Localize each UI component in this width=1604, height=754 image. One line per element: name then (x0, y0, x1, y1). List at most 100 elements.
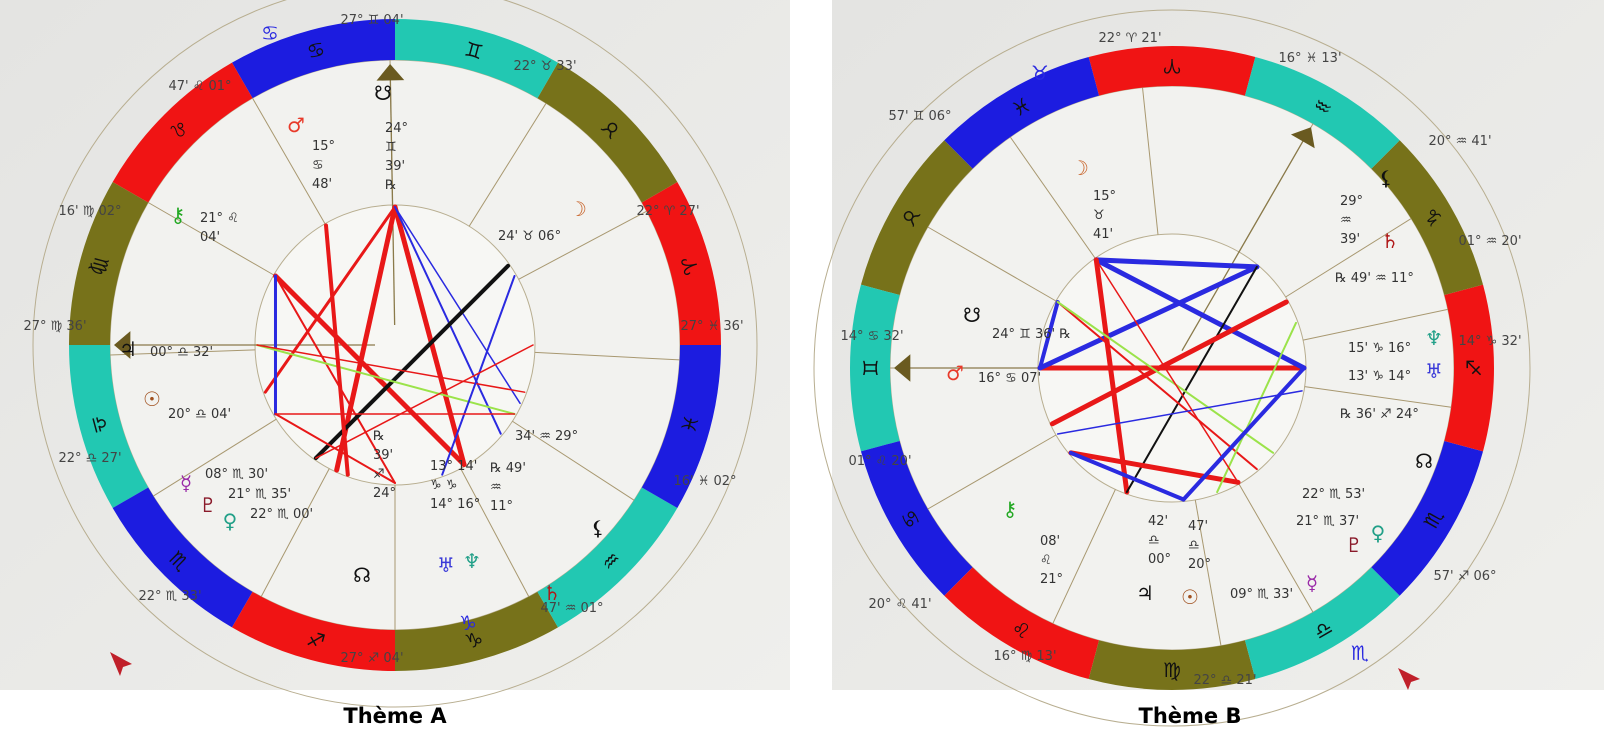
zodiac-segment (537, 62, 678, 203)
planet-glyph-icon: ♃ (119, 337, 137, 361)
house-cusp-line (534, 351, 680, 361)
planet-position-label: 00° ♎ 32' (150, 345, 213, 360)
house-cusp-line (512, 420, 635, 501)
zodiac-sign-glyph: ♊ (462, 36, 486, 64)
planet-glyph-icon: ☋ (963, 303, 981, 327)
planet-glyph-icon: ♅ (1425, 359, 1443, 383)
planet-glyph-icon: ♇ (199, 493, 217, 517)
house-cusp-label: 27° ♓ 36' (680, 319, 743, 334)
planet-position-label: ♎ (1188, 538, 1200, 553)
aspect-line (1068, 450, 1186, 502)
zodiac-sign-glyph: ♐ (1462, 359, 1486, 377)
aspect-line (394, 206, 502, 435)
axis-arrow-icon (376, 64, 405, 81)
aspect-line (1216, 321, 1298, 494)
planet-position-label: 20° ♎ 04' (168, 407, 231, 422)
outer-circle (32, 0, 758, 708)
planet-position-label: 13° 14' (430, 459, 477, 474)
zodiac-segment (860, 440, 973, 596)
planet-position-label: ♑ ♑ (430, 478, 457, 493)
zodiac-sign-glyph: ♓ (676, 412, 704, 436)
planet-position-label: 24° (373, 486, 396, 501)
aspect-line (1068, 450, 1241, 485)
house-cusp-label: 16° ♍ 13' (993, 649, 1056, 664)
house-cusp-line (518, 210, 647, 280)
house-cusp-line (153, 418, 277, 497)
aspect-line (1038, 300, 1060, 370)
planet-glyph-icon: ♃ (1136, 581, 1154, 605)
house-cusp-line (1285, 218, 1412, 298)
planet-position-label: ℞ 49' (490, 461, 526, 476)
house-cusp-label: 22° ♎ 27' (58, 451, 121, 466)
aspect-line (313, 263, 511, 461)
planet-glyph-icon: ♂ (946, 361, 964, 385)
axis-arrow-icon (114, 331, 131, 359)
aspect-line (1049, 299, 1289, 427)
planet-position-label: 21° (1040, 572, 1063, 587)
planet-position-label: 42' (1148, 514, 1168, 529)
planet-position-label: ♋ (312, 158, 324, 173)
planet-glyph-icon: ⚷ (171, 203, 186, 227)
planet-position-label: ℞ (385, 178, 397, 193)
planet-glyph-icon: ☉ (143, 387, 161, 411)
zodiac-segment (232, 19, 395, 99)
zodiac-segment (1088, 640, 1256, 690)
house-cusp-label: 01° ♒ 20' (1458, 234, 1521, 249)
house-cusp-label: 14° ♋ 32' (840, 329, 903, 344)
planet-position-label: 39' (385, 159, 405, 174)
house-cusp-label: 27° ♐ 04' (340, 651, 403, 666)
house-cusp-label: 47' ♒ 01° (540, 601, 603, 616)
aspect-line (315, 344, 534, 459)
planet-glyph-icon: ⚷ (1003, 497, 1018, 521)
planet-position-label: 29° (1340, 194, 1363, 209)
aspect-line (1093, 257, 1130, 495)
house-cusp-line (927, 226, 1057, 302)
planet-position-label: 24° (385, 121, 408, 136)
planet-position-label: 48' (312, 177, 332, 192)
zodiac-segment (1244, 567, 1400, 680)
zodiac-segment (69, 345, 149, 508)
planet-position-label: 24' ♉ 06° (498, 229, 561, 244)
house-cusp-label: 22° ♈ 21' (1098, 31, 1161, 46)
aspect-line (1093, 257, 1307, 371)
house-cusp-label: 57' ♐ 06° (1433, 569, 1496, 584)
planet-glyph-icon: ♄ (543, 581, 561, 605)
planet-position-label: 21° ♏ 35' (228, 487, 291, 502)
planet-position-label: 15' ♑ 16° (1348, 341, 1411, 356)
planet-position-label: 34' ♒ 29° (515, 429, 578, 444)
intercepted-sign-glyph: ♑ (459, 611, 477, 635)
aspect-line (272, 273, 467, 468)
zodiac-segment (69, 182, 149, 345)
house-cusp-line (110, 349, 256, 356)
planet-position-label: 00° (1148, 552, 1171, 567)
planet-position-label: 11° (490, 499, 513, 514)
house-cusp-label: 22° ♎ 21' (1193, 673, 1256, 688)
mouse-cursor-icon (110, 652, 132, 676)
aspect-line (1056, 301, 1258, 471)
planet-position-label: 20° (1188, 557, 1211, 572)
zodiac-sign-glyph: ♈ (1163, 54, 1181, 78)
house-cusp-line (1009, 136, 1096, 259)
planet-position-label: 16° ♋ 07' (978, 371, 1041, 386)
planet-position-label: ♒ (490, 480, 502, 495)
planet-glyph-icon: ☿ (1306, 571, 1318, 595)
zodiac-segment (860, 140, 973, 296)
intercepted-sign-glyph: ♉ (1031, 61, 1049, 85)
planet-position-label: 21° ♏ 37' (1296, 514, 1359, 529)
aspect-line (392, 204, 467, 468)
planet-glyph-icon: ☊ (1415, 449, 1433, 473)
planet-position-label: 08° ♏ 30' (205, 467, 268, 482)
axis-line (389, 66, 396, 326)
house-cusp-line (1194, 499, 1222, 646)
zodiac-segment (850, 284, 900, 452)
zodiac-segment (1371, 140, 1484, 296)
zodiac-segment (944, 567, 1100, 680)
zodiac-sign-glyph: ♐ (304, 626, 328, 654)
planet-glyph-icon: ♀ (223, 509, 238, 533)
axis-arrow-icon (894, 354, 911, 382)
house-cusp-label: 16' ♓ 02° (673, 474, 736, 489)
aspect-line (1093, 257, 1260, 270)
planet-glyph-icon: ♆ (1425, 326, 1443, 350)
zodiac-segment (1371, 440, 1484, 596)
